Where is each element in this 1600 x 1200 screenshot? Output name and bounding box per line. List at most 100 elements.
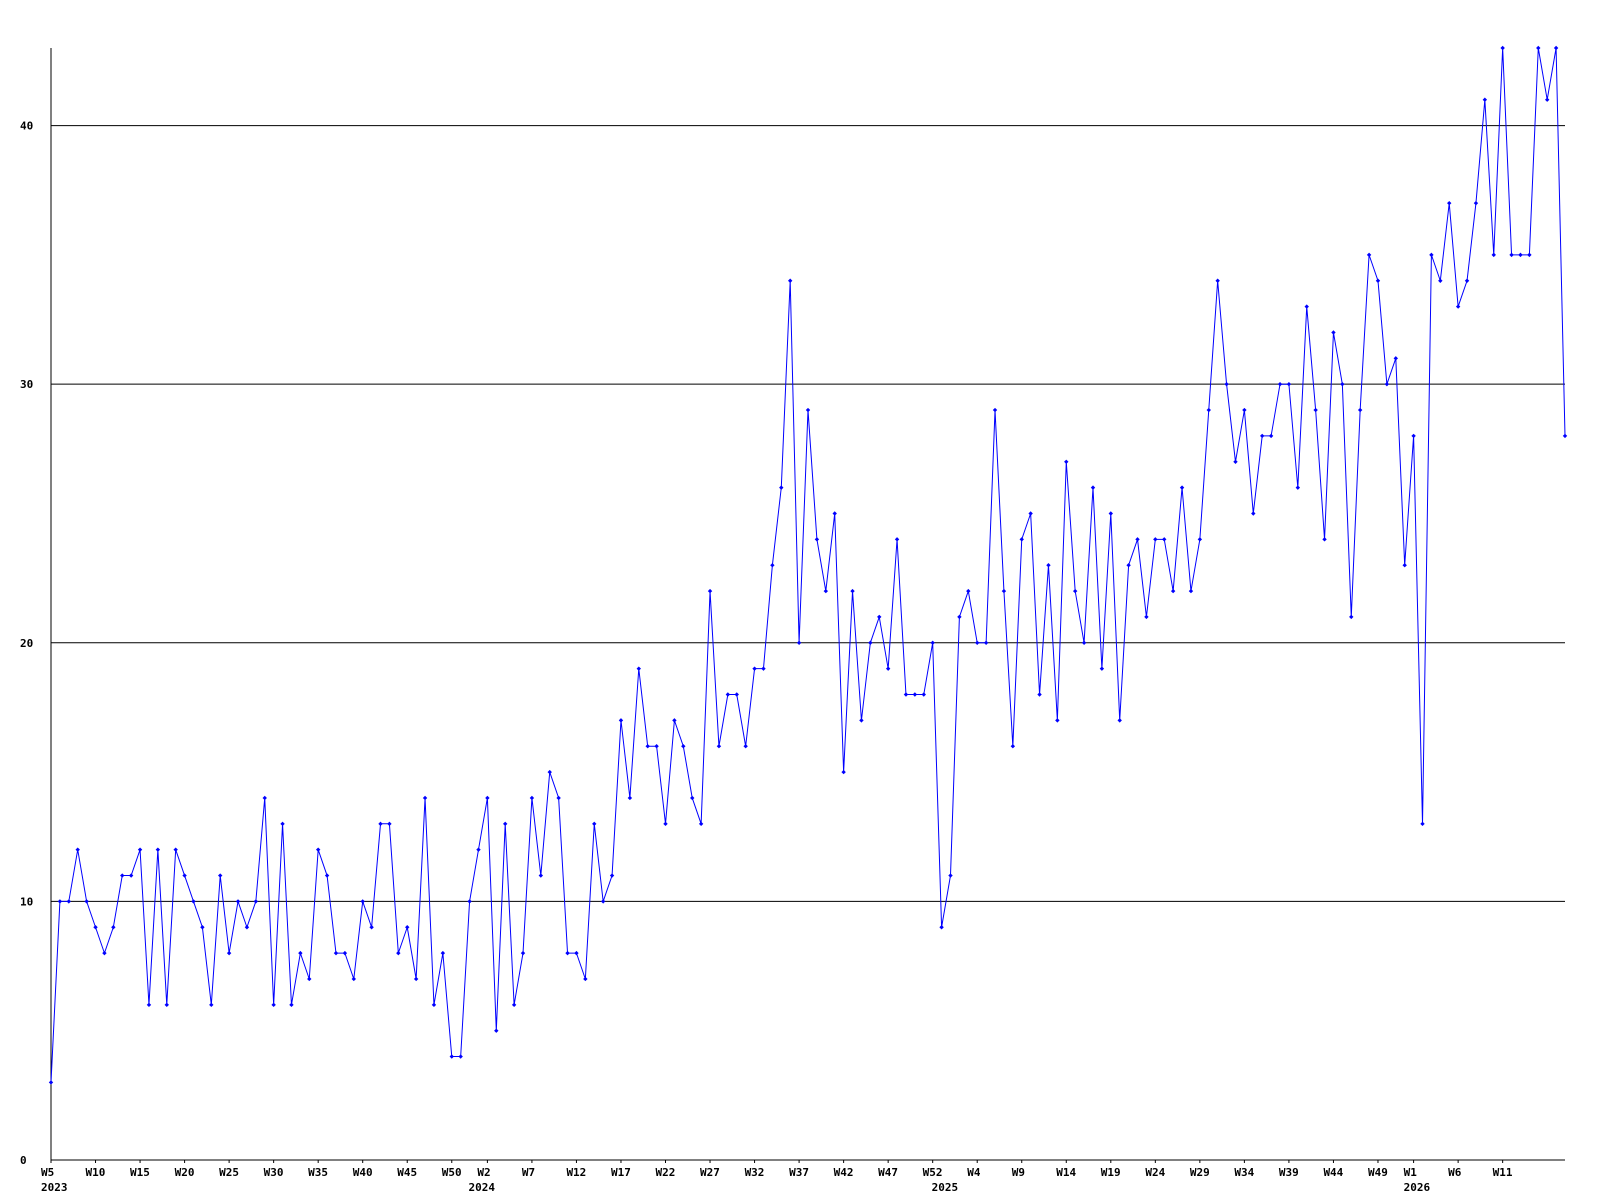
data-point [440, 950, 446, 956]
data-point [885, 666, 891, 671]
x-year-label-2024: 2024 [468, 1181, 495, 1194]
data-point [1500, 45, 1505, 51]
data-point [503, 821, 508, 827]
x-tick-label-W9: W9 [1012, 1166, 1025, 1179]
data-point [770, 563, 775, 568]
data-point [244, 925, 250, 930]
data-point [1144, 614, 1149, 620]
data-point [903, 692, 909, 697]
data-point [511, 1002, 517, 1008]
data-point [200, 925, 205, 930]
data-point [1562, 433, 1568, 439]
data-point [1019, 537, 1024, 542]
data-point [1197, 537, 1203, 542]
data-point [262, 795, 267, 801]
x-tick-label-W11: W11 [1493, 1166, 1513, 1179]
data-point [743, 744, 748, 749]
series-line [50, 47, 1566, 1083]
x-tick-label-W35: W35 [308, 1166, 328, 1179]
data-point [1393, 356, 1398, 361]
data-point [734, 692, 739, 697]
x-tick-label-W10: W10 [86, 1166, 106, 1179]
data-point [850, 588, 855, 594]
x-tick-label-W45: W45 [397, 1166, 417, 1179]
data-point [1064, 459, 1069, 464]
x-tick-label-W30: W30 [264, 1166, 284, 1179]
x-tick-label-W29: W29 [1190, 1166, 1210, 1179]
data-point [975, 640, 980, 645]
data-point [814, 537, 820, 542]
data-point [1117, 718, 1122, 723]
data-point [102, 950, 107, 956]
x-tick-label-W32: W32 [745, 1166, 765, 1179]
data-point [351, 976, 356, 982]
data-point [939, 925, 944, 930]
data-point [449, 1054, 454, 1059]
x-tick-label-W40: W40 [353, 1166, 373, 1179]
data-point [494, 1028, 499, 1033]
data-point [1295, 485, 1301, 490]
data-point [1072, 588, 1078, 594]
data-point [253, 899, 259, 904]
data-point [1536, 45, 1541, 51]
x-tick-labels: W5 W10 W15 W20 W25 W30 W35 W40 W45 W50 W2 W7 W12 W17 W… [41, 1166, 1513, 1194]
y-tick-label-30: 30 [20, 378, 33, 391]
data-point [681, 744, 686, 749]
series [50, 47, 1566, 1083]
data-point [1384, 381, 1390, 387]
data-point [1126, 563, 1131, 568]
data-point [324, 873, 330, 878]
x-tick-label-W17: W17 [611, 1166, 631, 1179]
x-tick-label-W2: W2 [477, 1166, 490, 1179]
x-tick-label-W22: W22 [656, 1166, 676, 1179]
data-point [1455, 304, 1461, 309]
data-point [315, 847, 321, 852]
x-tick-label-W52: W52 [923, 1166, 943, 1179]
data-point [111, 925, 116, 930]
data-point [1402, 563, 1407, 568]
data-point [868, 640, 873, 645]
data-point [467, 899, 472, 904]
data-point [1251, 511, 1256, 516]
data-point [1464, 278, 1470, 283]
data-point [1420, 821, 1425, 827]
data-point [672, 718, 677, 723]
data-point [1366, 252, 1372, 258]
x-year-label-2025: 2025 [932, 1181, 959, 1194]
data-point [1081, 640, 1087, 645]
data-point [1001, 588, 1007, 594]
data-point [1473, 200, 1479, 206]
data-point [823, 588, 829, 594]
data-point [1010, 744, 1016, 749]
data-point [547, 769, 552, 775]
data-point [298, 950, 303, 956]
data-point [841, 769, 846, 775]
data-point [1108, 511, 1113, 516]
data-point [333, 950, 339, 956]
x-tick-label-W1: W1 [1404, 1166, 1418, 1179]
data-point [1429, 252, 1434, 258]
data-point [209, 1002, 214, 1008]
data-point [431, 1002, 437, 1008]
data-point [1242, 407, 1247, 413]
data-point [556, 795, 561, 801]
data-point [218, 873, 223, 878]
data-point [307, 976, 312, 982]
data-point [600, 899, 606, 904]
data-point [1331, 330, 1336, 335]
x-tick-label-W47: W47 [878, 1166, 898, 1179]
data-point [1313, 407, 1318, 413]
data-point [155, 847, 161, 852]
data-point [1206, 407, 1211, 413]
data-point [1357, 407, 1363, 413]
data-point [1224, 381, 1229, 387]
data-point [1349, 614, 1354, 620]
data-point [458, 1054, 463, 1059]
x-tick-label-W15: W15 [130, 1166, 150, 1179]
grid-lines [51, 125, 1565, 902]
data-point [832, 511, 837, 516]
data-point [1099, 666, 1105, 671]
data-point [182, 873, 187, 878]
data-point [805, 407, 811, 413]
